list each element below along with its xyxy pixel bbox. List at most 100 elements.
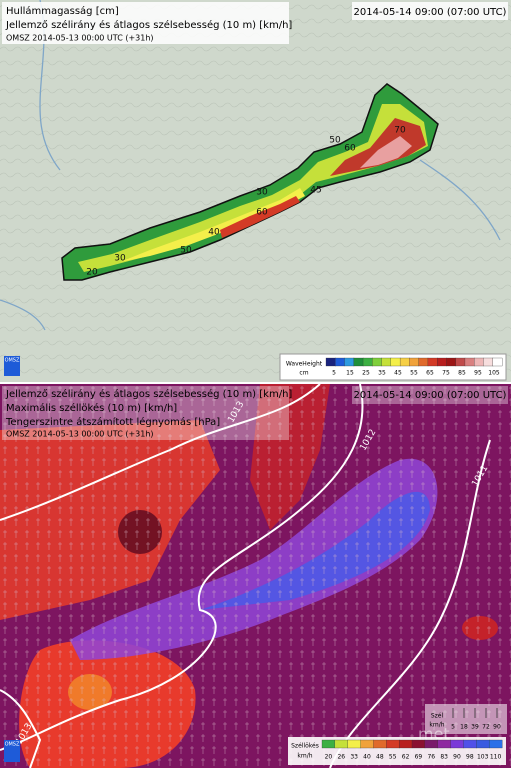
legend-swatch — [476, 739, 490, 749]
logo-text: OMSZ — [5, 742, 20, 748]
wind-legend-tick-label: 5 — [451, 724, 455, 731]
legend-swatch — [360, 739, 374, 749]
legend-swatch — [335, 357, 345, 367]
legend-swatch — [488, 739, 503, 749]
legend-tick-label: 76 — [427, 754, 435, 761]
isobar — [0, 689, 42, 769]
time-box — [352, 2, 508, 20]
valid-time: 2014-05-14 09:00 (07:00 UTC) — [354, 390, 507, 401]
legend-swatch — [344, 357, 355, 367]
valid-time: 2014-05-14 09:00 (07:00 UTC) — [354, 7, 507, 18]
wind-legend-tick-label: 72 — [482, 724, 490, 731]
wind-legend-tick-label: 18 — [460, 724, 468, 731]
title: Jellemző szélirány és átlagos szélsebess… — [5, 19, 292, 31]
isobar — [0, 383, 321, 521]
run-info: OMSZ 2014-05-13 00:00 UTC (+31h) — [6, 430, 154, 439]
legend-tick-label: 103 — [477, 754, 489, 761]
legend-tick-label: 90 — [453, 754, 461, 761]
legend-tick-label: 45 — [394, 370, 402, 377]
contour-label: 45 — [310, 186, 321, 196]
contour-label: 30 — [256, 188, 268, 198]
legend-tick-label: 105 — [488, 370, 500, 377]
legend-tick-label: 20 — [325, 754, 333, 761]
legend-tick-label: 85 — [458, 370, 466, 377]
legend-title: Széllökés — [291, 743, 319, 750]
legend-tick-label: 69 — [415, 754, 423, 761]
lake-inner — [120, 188, 305, 262]
legend-tick-label: 55 — [389, 754, 397, 761]
separator — [0, 382, 511, 384]
isobar — [0, 383, 364, 751]
run-info: OMSZ 2014-05-13 00:00 UTC (+31h) — [6, 34, 154, 43]
legend-tick-label: 83 — [440, 754, 448, 761]
legend-tick-label: 95 — [474, 370, 482, 377]
legend-tick-label: 98 — [466, 754, 474, 761]
contour-label: 50 — [329, 136, 341, 146]
legend-swatch — [362, 357, 373, 367]
legend-swatch — [373, 739, 387, 749]
contour-label: 50 — [180, 246, 192, 256]
legend-unit: km/h — [297, 753, 312, 760]
legend-swatch — [325, 357, 336, 367]
legend-swatch — [450, 739, 464, 749]
legend-swatch — [455, 357, 466, 367]
legend-tick-label: 62 — [402, 754, 410, 761]
legend-swatch — [492, 357, 503, 367]
legend-swatch — [399, 357, 410, 367]
legend-tick-label: 35 — [378, 370, 386, 377]
title-box — [2, 2, 289, 44]
contour-label: 60 — [256, 208, 268, 218]
legend-tick-label: 33 — [350, 754, 358, 761]
title: Maximális széllökés (10 m) [km/h] — [6, 402, 177, 414]
legend-swatch — [347, 739, 362, 749]
isobar — [329, 439, 491, 769]
contour-label: 30 — [114, 254, 126, 264]
lake-peak — [360, 136, 412, 168]
lake-outer — [61, 83, 439, 281]
legend-tick-label: 48 — [376, 754, 384, 761]
legend-swatch — [381, 357, 392, 367]
legend-tick-label: 5 — [332, 370, 336, 377]
contour-label: 40 — [208, 228, 220, 238]
wind-legend-tick-label: 39 — [471, 724, 479, 731]
legend-tick-label: 75 — [442, 370, 450, 377]
lake-core-east — [330, 118, 426, 176]
legend-tick-label: 55 — [410, 370, 418, 377]
legend-swatch — [334, 739, 349, 749]
legend-tick-label: 40 — [363, 754, 371, 761]
legend-swatch — [464, 357, 475, 367]
logo — [4, 356, 20, 376]
legend-swatch — [411, 739, 426, 749]
legend-swatch — [446, 357, 457, 367]
legend-swatch — [372, 357, 383, 367]
legend-swatch — [463, 739, 477, 749]
logo — [4, 740, 20, 762]
legend-unit: cm — [299, 370, 308, 377]
legend-swatch — [437, 739, 452, 749]
wind-legend-box — [425, 704, 507, 734]
legend-swatch — [418, 357, 429, 367]
legend-swatch — [427, 357, 438, 367]
contour-label: 60 — [344, 144, 356, 154]
legend-swatch — [437, 357, 447, 367]
legend-tick-label: 110 — [490, 754, 502, 761]
lake-core-mid — [220, 196, 300, 238]
title-box — [2, 386, 289, 440]
title: Tengerszintre átszámított légnyomás [hPa… — [5, 416, 220, 428]
legend-swatch — [353, 357, 364, 367]
wind-legend-unit: km/h — [429, 722, 444, 729]
legend-tick-label: 15 — [346, 370, 354, 377]
legend-tick-label: 26 — [337, 754, 345, 761]
logo-text: OMSZ — [5, 358, 20, 364]
legend-swatch — [474, 357, 484, 367]
contour-label: 70 — [394, 126, 406, 136]
time-box — [352, 386, 508, 404]
legend-tick-label: 65 — [426, 370, 434, 377]
legend-swatch — [398, 739, 413, 749]
legend-swatch — [483, 357, 494, 367]
legend-swatch — [409, 357, 420, 367]
wind-legend-title: Szél — [431, 713, 444, 720]
